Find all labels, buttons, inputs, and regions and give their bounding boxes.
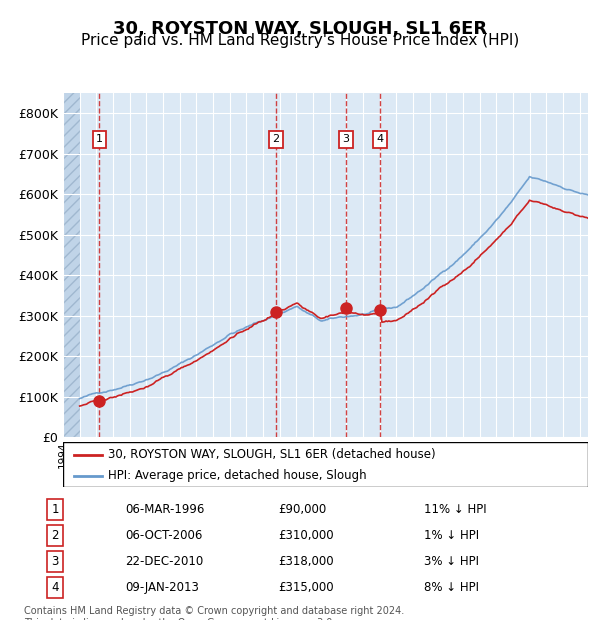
Text: 3% ↓ HPI: 3% ↓ HPI — [424, 555, 479, 568]
Text: Price paid vs. HM Land Registry's House Price Index (HPI): Price paid vs. HM Land Registry's House … — [81, 33, 519, 48]
Text: £310,000: £310,000 — [278, 529, 334, 542]
Text: 3: 3 — [52, 555, 59, 568]
Text: 8% ↓ HPI: 8% ↓ HPI — [424, 581, 479, 594]
Text: 11% ↓ HPI: 11% ↓ HPI — [424, 503, 487, 516]
Text: 1: 1 — [51, 503, 59, 516]
Text: Contains HM Land Registry data © Crown copyright and database right 2024.
This d: Contains HM Land Registry data © Crown c… — [24, 606, 404, 620]
Text: 09-JAN-2013: 09-JAN-2013 — [125, 581, 199, 594]
Text: 3: 3 — [343, 135, 349, 144]
Text: 4: 4 — [377, 135, 384, 144]
Text: 30, ROYSTON WAY, SLOUGH, SL1 6ER (detached house): 30, ROYSTON WAY, SLOUGH, SL1 6ER (detach… — [107, 448, 435, 461]
Text: £315,000: £315,000 — [278, 581, 334, 594]
Text: 1% ↓ HPI: 1% ↓ HPI — [424, 529, 479, 542]
Text: 4: 4 — [51, 581, 59, 594]
Text: HPI: Average price, detached house, Slough: HPI: Average price, detached house, Slou… — [107, 469, 366, 482]
Text: 1: 1 — [96, 135, 103, 144]
Text: 2: 2 — [51, 529, 59, 542]
Text: 2: 2 — [272, 135, 279, 144]
Text: 30, ROYSTON WAY, SLOUGH, SL1 6ER: 30, ROYSTON WAY, SLOUGH, SL1 6ER — [113, 20, 487, 38]
Text: 22-DEC-2010: 22-DEC-2010 — [125, 555, 204, 568]
FancyBboxPatch shape — [63, 442, 588, 487]
Bar — [63, 93, 80, 437]
Text: 06-MAR-1996: 06-MAR-1996 — [125, 503, 205, 516]
Text: 06-OCT-2006: 06-OCT-2006 — [125, 529, 203, 542]
Text: £90,000: £90,000 — [278, 503, 326, 516]
Text: £318,000: £318,000 — [278, 555, 334, 568]
